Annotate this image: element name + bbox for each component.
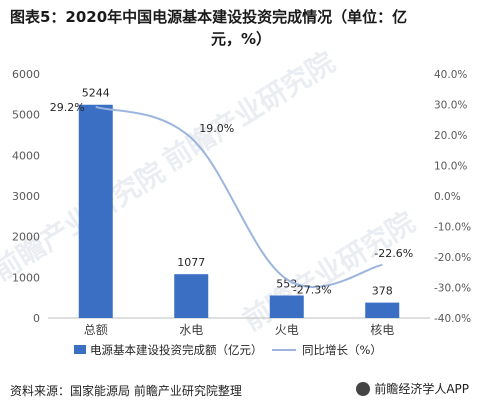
x-tick-label: 总额 [84,323,108,337]
y-left-tick-label: 0 [33,312,40,325]
line-value-label: -22.6% [374,247,413,260]
y-right-tick-label: 0.0% [434,191,461,203]
growth-line [95,105,383,288]
chart-title-line2: 元，%） [210,30,272,48]
y-left-tick-label: 4000 [12,149,40,162]
legend-bar-label: 电源基本建设投资完成额（亿元） [90,343,263,357]
brand-logo-icon [356,381,371,396]
y-left-tick-label: 1000 [12,271,40,284]
y-right-tick-label: -10.0% [434,222,471,234]
bar-value-label: 1077 [177,256,205,269]
y-right-tick-label: -30.0% [434,283,471,295]
legend-line-label: 同比增长（%） [302,343,382,357]
chart-title-line1: 图表5：2020年中国电源基本建设投资完成情况（单位：亿 [10,8,408,26]
chart-title: 图表5：2020年中国电源基本建设投资完成情况（单位：亿 元，%） [10,6,472,50]
y-left-tick-label: 6000 [12,68,40,81]
y-left-tick-label: 2000 [12,231,40,244]
y-right-tick-label: -20.0% [434,252,471,264]
bar-value-label: 553 [276,278,297,291]
y-left-tick-label: 5000 [12,109,40,122]
x-tick-label: 火电 [275,323,299,337]
bar [365,302,400,318]
y-right-tick-label: 40.0% [434,69,467,81]
line-value-label: -27.3% [293,283,332,296]
bar [269,295,304,318]
legend-bar-swatch [74,345,86,354]
y-right-tick-label: 20.0% [434,130,467,142]
source-note: 资料来源：国家能源局 前瞻产业研究院整理 [10,384,242,398]
y-right-tick-label: -40.0% [434,313,471,325]
brand-label: 前瞻经济学人APP [374,382,469,396]
line-value-label: 29.2% [50,101,85,114]
bar-value-label: 378 [372,285,393,298]
y-left-tick-label: 3000 [12,190,40,203]
line-value-label: 19.0% [199,122,234,135]
y-right-tick-label: 30.0% [434,100,467,112]
bar-value-label: 5244 [82,87,110,100]
x-tick-label: 核电 [370,323,394,337]
brand-mark: 前瞻经济学人APP [356,380,469,397]
bar [78,104,113,318]
bar [174,274,209,318]
y-right-tick-label: 10.0% [434,161,467,173]
x-tick-label: 水电 [179,323,203,337]
